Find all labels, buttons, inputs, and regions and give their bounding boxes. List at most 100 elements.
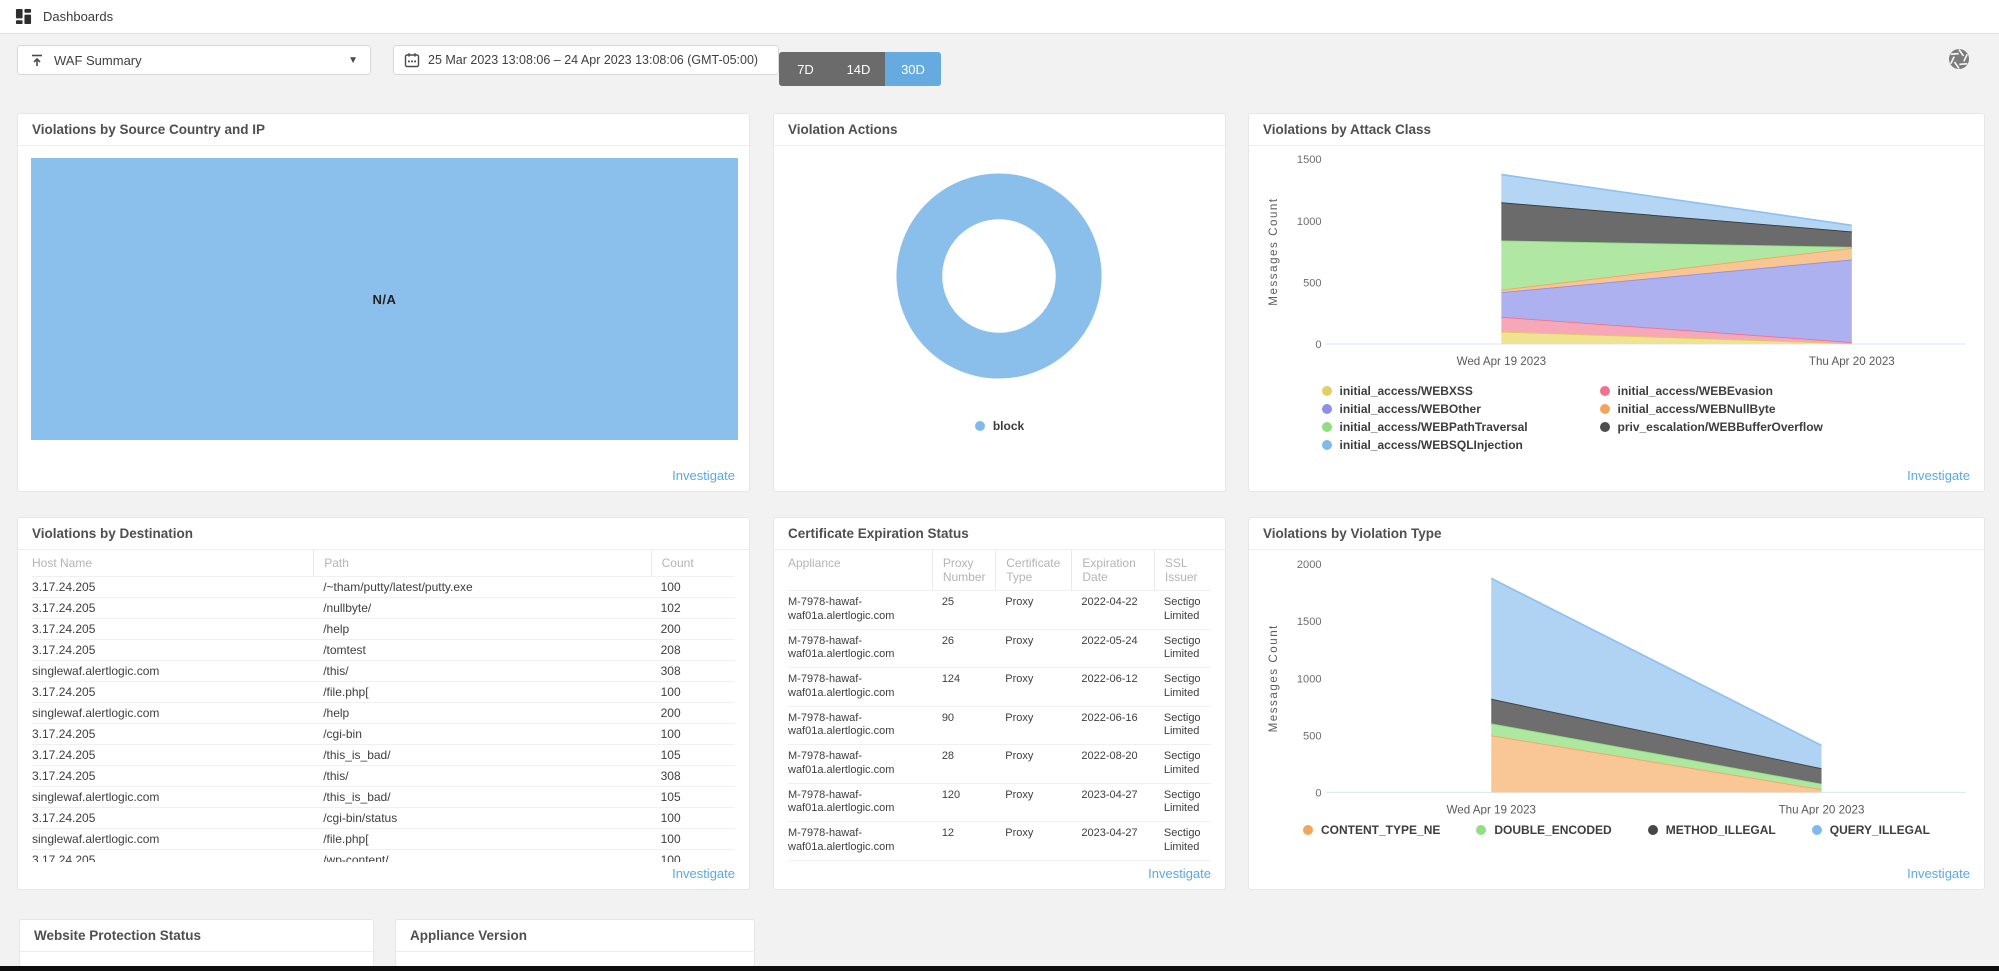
- table-cell: Proxy: [1005, 788, 1034, 801]
- screenshot-button[interactable]: [1947, 47, 1971, 71]
- legend-item[interactable]: initial_access/WEBOther: [1321, 402, 1600, 416]
- table-header-row: Appliance Proxy Number Certificate Type Exp…: [788, 550, 1211, 590]
- table-row: M-7978-hawaf-waf01a.alertlogic.com 124 Pro…: [788, 667, 1211, 706]
- svg-text:500: 500: [1303, 277, 1322, 289]
- table-row: 3.17.24.205/help 200: [32, 618, 735, 639]
- legend-item[interactable]: priv_escalation/WEBBufferOverflow: [1599, 420, 1912, 434]
- table-cell: Proxy: [1005, 750, 1034, 762]
- app-header: Dashboards: [0, 0, 1999, 34]
- table-cell: Sectigo Limited: [1163, 634, 1201, 661]
- table-cell: 3.17.24.205: [32, 727, 96, 741]
- svg-text:1000: 1000: [1297, 673, 1322, 685]
- card-title: Website Protection Status: [20, 920, 373, 952]
- legend-dot-icon: [1321, 386, 1332, 397]
- legend-item[interactable]: initial_access/WEBXSS: [1321, 384, 1600, 398]
- date-range-picker[interactable]: 25 Mar 2023 13:08:06 – 24 Apr 2023 13:08…: [393, 45, 779, 75]
- table-cell: 2022-08-20: [1081, 750, 1138, 762]
- svg-text:2000: 2000: [1297, 559, 1322, 571]
- table-cell: Sectigo Limited: [1163, 596, 1201, 622]
- legend-item[interactable]: initial_access/WEBNullByte: [1599, 402, 1912, 416]
- table-cell: /wp-content/: [323, 853, 389, 862]
- table-cell: Proxy: [1005, 827, 1034, 839]
- card-title: Violations by Destination: [18, 518, 749, 550]
- table-cell: 28: [941, 750, 955, 762]
- svg-text:Thu Apr 20 2023: Thu Apr 20 2023: [1779, 804, 1865, 815]
- table-cell: M-7978-hawaf-waf01a.alertlogic.com: [788, 788, 895, 815]
- card-violations-by-destination: Violations by Destination Host Name Path C…: [17, 517, 750, 890]
- source-country-treemap: N/A: [31, 158, 738, 440]
- table-row: 3.17.24.205/wp-content/100: [32, 849, 735, 862]
- table-cell: 102: [660, 601, 681, 615]
- legend-item[interactable]: METHOD_ILLEGAL: [1647, 823, 1776, 837]
- na-label: N/A: [372, 291, 397, 307]
- investigate-link[interactable]: Investigate: [672, 468, 735, 483]
- table-row: 3.17.24.205/cgi-bin/status 100: [32, 807, 735, 828]
- legend-dot-icon: [1811, 824, 1822, 835]
- svg-text:1000: 1000: [1297, 216, 1322, 228]
- table-cell: /this/: [323, 664, 349, 678]
- table-cell: singlewaf.alertlogic.com: [32, 664, 160, 678]
- legend-label: CONTENT_TYPE_NE: [1321, 822, 1441, 837]
- legend-dot-icon: [1599, 404, 1610, 415]
- table-cell: M-7978-hawaf-waf01a.alertlogic.com: [788, 827, 895, 853]
- legend-item[interactable]: DOUBLE_ENCODED: [1476, 823, 1612, 837]
- investigate-link[interactable]: Investigate: [672, 866, 735, 881]
- table-cell: Sectigo Limited: [1163, 673, 1201, 699]
- table-row: M-7978-hawaf-waf01a.alertlogic.com 25 Prox…: [788, 590, 1211, 629]
- legend-item[interactable]: block: [974, 419, 1025, 433]
- table-cell: Proxy: [1005, 711, 1034, 724]
- destinations-table: Host Name Path Count 3.17.24.205 /~tham/putt…: [32, 550, 735, 862]
- table-cell: M-7978-hawaf-waf01a.alertlogic.com: [788, 861, 932, 867]
- table-cell: 100: [660, 580, 681, 594]
- card-certificate-expiration: Certificate Expiration Status Appliance P…: [773, 517, 1226, 890]
- legend-item[interactable]: CONTENT_TYPE_NE: [1303, 823, 1440, 837]
- investigate-link[interactable]: Investigate: [1148, 866, 1211, 881]
- legend-dot-icon: [974, 421, 985, 431]
- legend-item[interactable]: QUERY_ILLEGAL: [1811, 823, 1930, 837]
- table-cell: Proxy: [995, 861, 1071, 867]
- table-header-row: Host Name Path Count: [32, 550, 735, 576]
- legend-label: block: [992, 419, 1025, 433]
- table-row: 3.17.24.205 /~tham/putty/latest/putty.exe…: [32, 576, 735, 597]
- legend-item[interactable]: initial_access/WEBEvasion: [1599, 384, 1912, 398]
- violation-actions-donut: block: [774, 146, 1225, 436]
- card-title: Violations by Source Country and IP: [18, 114, 749, 146]
- card-appliance-version: Appliance Version: [395, 919, 755, 966]
- violation-type-chart: 0 500 1000 1500 2000 Messages Count Wed Apr 19…: [1249, 550, 1984, 815]
- legend-dot-icon: [1321, 440, 1332, 451]
- table-cell: singlewaf.alertlogic.com: [32, 706, 160, 720]
- table-row: M-7978-hawaf-waf01a.alertlogic.com 26 Prox…: [788, 628, 1211, 668]
- table-row: M-7978-hawaf-waf01a.alertlogic.com 28 Prox…: [788, 744, 1211, 783]
- legend-dot-icon: [1321, 404, 1332, 415]
- table-row: 3.17.24.205/this/308: [32, 765, 735, 786]
- table-cell: 105: [660, 748, 681, 762]
- table-cell: /file.php[: [323, 832, 369, 846]
- investigate-link[interactable]: Investigate: [1907, 866, 1970, 881]
- range-button-7d[interactable]: 7D: [779, 52, 832, 86]
- card-violations-by-violation-type: Violations by Violation Type 0 500 1000 150…: [1248, 517, 1985, 890]
- table-row: singlewaf.alertlogic.com/help 200: [32, 702, 735, 723]
- legend-dot-icon: [1303, 824, 1314, 835]
- legend-item[interactable]: initial_access/WEBSQLInjection: [1321, 438, 1600, 452]
- legend-item[interactable]: initial_access/WEBPathTraversal: [1321, 420, 1600, 435]
- table-cell: /~tham/putty/latest/putty.exe: [323, 580, 473, 594]
- dashboard-select-value: WAF Summary: [54, 52, 142, 68]
- table-cell: /cgi-bin/status: [323, 811, 398, 825]
- table-cell: 100: [660, 853, 681, 862]
- range-button-14d[interactable]: 14D: [832, 52, 885, 86]
- chevron-down-icon: ▼: [348, 54, 358, 66]
- table-cell: M-7978-hawaf-waf01a.alertlogic.com: [788, 634, 895, 661]
- table-cell: M-7978-hawaf-waf01a.alertlogic.com: [788, 596, 895, 622]
- table-cell: /this_is_bad/: [323, 748, 391, 762]
- dashboard-select[interactable]: WAF Summary ▼: [17, 45, 371, 75]
- table-cell: Sectigo Limited: [1163, 788, 1201, 815]
- table-cell: 12: [941, 827, 955, 839]
- table-row: 3.17.24.205/this_is_bad/105: [32, 744, 735, 765]
- svg-text:Messages Count: Messages Count: [1267, 624, 1280, 732]
- table-cell: Proxy: [1005, 673, 1034, 685]
- column-header: Host Name: [32, 556, 93, 570]
- investigate-link[interactable]: Investigate: [1907, 468, 1970, 483]
- range-button-30d[interactable]: 30D: [885, 52, 941, 86]
- svg-text:Wed Apr 19 2023: Wed Apr 19 2023: [1447, 804, 1537, 815]
- legend-label: initial_access/WEBPathTraversal: [1339, 420, 1528, 435]
